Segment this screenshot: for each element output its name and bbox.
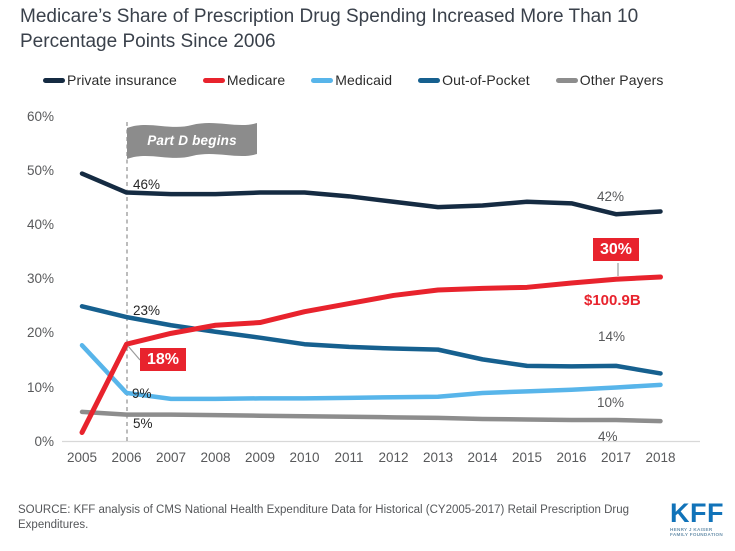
- legend-swatch-icon: [202, 77, 225, 83]
- label-medicare-spending-2017: $100.9B: [584, 292, 641, 309]
- line-private-insurance: [79, 171, 663, 217]
- legend-swatch-icon: [418, 77, 441, 83]
- y-tick-label: 50%: [26, 162, 54, 178]
- line-medicare: [79, 274, 663, 435]
- legend-item-out-of-pocket: Out-of-Pocket: [418, 72, 530, 88]
- x-tick-label: 2011: [334, 450, 364, 465]
- x-tick-label: 2018: [645, 450, 676, 465]
- x-tick-label: 2017: [600, 450, 632, 465]
- legend-item-private-insurance: Private insurance: [43, 72, 177, 88]
- line-out-of-pocket: [79, 304, 663, 376]
- label-out-of-pocket-2006: 23%: [133, 303, 161, 318]
- legend-swatch-icon: [311, 77, 334, 83]
- x-tick-label: 2015: [511, 450, 543, 465]
- badge-medicare-2006: 18%: [140, 348, 187, 371]
- x-tick-label: 2008: [200, 450, 231, 465]
- kff-logo: KFF HENRY J KAISER FAMILY FOUNDATION: [670, 500, 730, 538]
- x-tick-label: 2010: [289, 450, 320, 465]
- label-private-insurance-2006: 46%: [133, 177, 161, 192]
- x-tick-label: 2007: [155, 450, 187, 465]
- label-out-of-pocket-2017: 14%: [598, 329, 626, 344]
- callout-connector-18: [127, 345, 141, 361]
- label-medicaid-2017: 10%: [597, 395, 625, 410]
- label-other-payers-2017: 4%: [598, 429, 618, 444]
- legend-label: Other Payers: [579, 72, 664, 88]
- y-tick-label: 30%: [26, 271, 54, 287]
- line-other-payers: [79, 409, 663, 424]
- label-medicaid-2006: 9%: [132, 386, 152, 401]
- x-tick-label: 2006: [111, 450, 142, 465]
- legend-label: Private insurance: [67, 72, 177, 88]
- badge-medicare-2017: 30%: [593, 238, 640, 261]
- legend-swatch-icon: [555, 77, 578, 83]
- y-tick-label: 40%: [26, 217, 54, 233]
- label-private-insurance-2017: 42%: [597, 189, 625, 204]
- legend-item-medicare: Medicare: [202, 72, 286, 88]
- kff-logo-tagline-2: FAMILY FOUNDATION: [670, 532, 723, 538]
- series-lines: [79, 171, 663, 435]
- label-other-payers-2006: 5%: [133, 416, 153, 431]
- legend-item-medicaid: Medicaid: [311, 72, 392, 88]
- y-tick-label: 60%: [26, 108, 54, 124]
- part-d-flag-ribbon: [127, 123, 257, 159]
- page-title: Medicare’s Share of Prescription Drug Sp…: [20, 6, 639, 52]
- x-tick-label: 2012: [378, 450, 409, 465]
- legend: Private insurance Medicare Medicaid Out-of-…: [43, 72, 663, 88]
- x-tick-label: 2014: [467, 450, 498, 465]
- x-tick-label: 2013: [422, 450, 454, 465]
- y-tick-label: 10%: [26, 379, 54, 395]
- legend-label: Out-of-Pocket: [442, 72, 530, 88]
- line-medicaid: [79, 343, 663, 402]
- legend-label: Medicare: [226, 72, 286, 88]
- legend-item-other-payers: Other Payers: [555, 72, 664, 88]
- legend-label: Medicaid: [335, 72, 393, 88]
- part-d-flag-label: Part D begins: [147, 133, 237, 148]
- x-tick-label: 2016: [556, 450, 587, 465]
- legend-swatch-icon: [43, 77, 65, 83]
- x-tick-label: 2005: [66, 450, 98, 465]
- kff-logo-tagline-1: HENRY J KAISER: [670, 527, 713, 532]
- kff-logo-text: KFF: [670, 498, 724, 528]
- y-tick-label: 0%: [34, 433, 54, 449]
- x-tick-label: 2009: [244, 450, 276, 465]
- y-tick-label: 20%: [26, 325, 54, 341]
- source-note: SOURCE: KFF analysis of CMS National Hea…: [18, 504, 630, 531]
